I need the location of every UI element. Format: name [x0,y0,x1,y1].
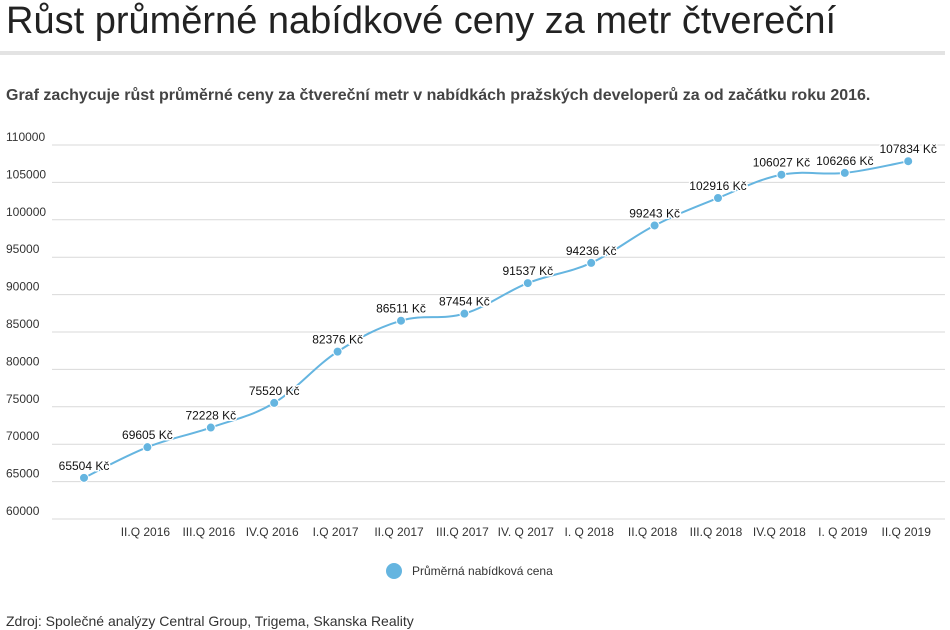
title-divider [0,51,945,55]
x-tick-label: IV.Q 2016 [246,525,299,539]
x-tick-label: I.Q 2017 [313,525,359,539]
data-point[interactable] [586,257,597,268]
y-tick-label: 65000 [6,467,40,481]
data-point[interactable] [649,220,660,231]
y-tick-label: 70000 [6,429,40,443]
chart-title: Růst průměrné nabídkové ceny za metr čtv… [6,0,837,42]
y-axis-ticks: 60000 65000 70000 75000 80000 85000 90000 95000… [6,130,46,518]
x-tick-label: II.Q 2017 [374,525,424,539]
data-label: 86511 Kč [376,302,426,316]
x-tick-label: III.Q 2018 [690,525,743,539]
y-tick-label: 105000 [6,167,46,181]
x-tick-label: II.Q 2018 [628,525,678,539]
data-point[interactable] [269,397,280,408]
data-label: 94236 Kč [566,244,617,258]
data-label: 72228 Kč [185,409,236,423]
series-line-group [83,160,909,479]
chart-subtitle: Graf zachycuje růst průměrné ceny za čtv… [6,87,871,104]
data-label: 99243 Kč [629,206,680,220]
x-tick-label: II.Q 2016 [121,525,171,539]
data-point[interactable] [79,472,89,483]
data-point[interactable] [459,308,470,319]
y-tick-label: 110000 [6,130,45,144]
x-axis-ticks: II.Q 2016 III.Q 2016 IV.Q 2016 I.Q 2017 II.Q… [121,525,931,539]
data-point[interactable] [839,167,850,178]
data-point[interactable] [903,156,914,167]
x-tick-label: IV. Q 2017 [498,525,555,539]
data-points [79,156,914,483]
data-point[interactable] [332,346,343,357]
data-point[interactable] [522,278,533,289]
y-tick-label: 80000 [6,354,40,368]
series-line [83,160,909,479]
data-label: 82376 Kč [312,333,363,347]
x-tick-label: II.Q 2019 [882,525,932,539]
data-point[interactable] [713,192,723,203]
y-tick-label: 100000 [6,205,46,219]
data-point[interactable] [142,442,153,453]
data-point[interactable] [396,315,406,326]
y-tick-label: 75000 [6,392,40,406]
gridlines [52,144,945,520]
x-tick-label: III.Q 2017 [436,525,489,539]
data-label: 91537 Kč [502,264,553,278]
y-tick-label: 60000 [6,504,40,518]
data-label: 106027 Kč [753,156,810,170]
data-point[interactable] [205,422,216,433]
y-tick-label: 85000 [6,317,40,331]
y-tick-label: 95000 [6,242,40,256]
legend-marker [386,563,402,579]
x-tick-label: IV.Q 2018 [753,525,806,539]
data-label: 87454 Kč [439,295,490,309]
y-tick-label: 90000 [6,280,40,294]
data-label: 106266 Kč [816,154,873,168]
legend-label: Průměrná nabídková cena [412,564,553,578]
data-label: 102916 Kč [689,179,746,193]
data-labels: 65504 Kč 69605 Kč 72228 Kč 75520 Kč 82376 Kč… [57,141,938,475]
data-label: 65504 Kč [59,459,110,473]
x-tick-label: III.Q 2016 [182,525,235,539]
data-label: 107834 Kč [880,142,937,156]
data-label: 75520 Kč [249,384,300,398]
data-point[interactable] [776,169,787,180]
x-tick-label: I. Q 2018 [565,525,615,539]
legend[interactable]: Průměrná nabídková cena [386,563,553,579]
x-tick-label: I. Q 2019 [818,525,868,539]
source-note: Zdroj: Společné analýzy Central Group, T… [6,613,414,629]
data-label: 69605 Kč [122,428,173,442]
